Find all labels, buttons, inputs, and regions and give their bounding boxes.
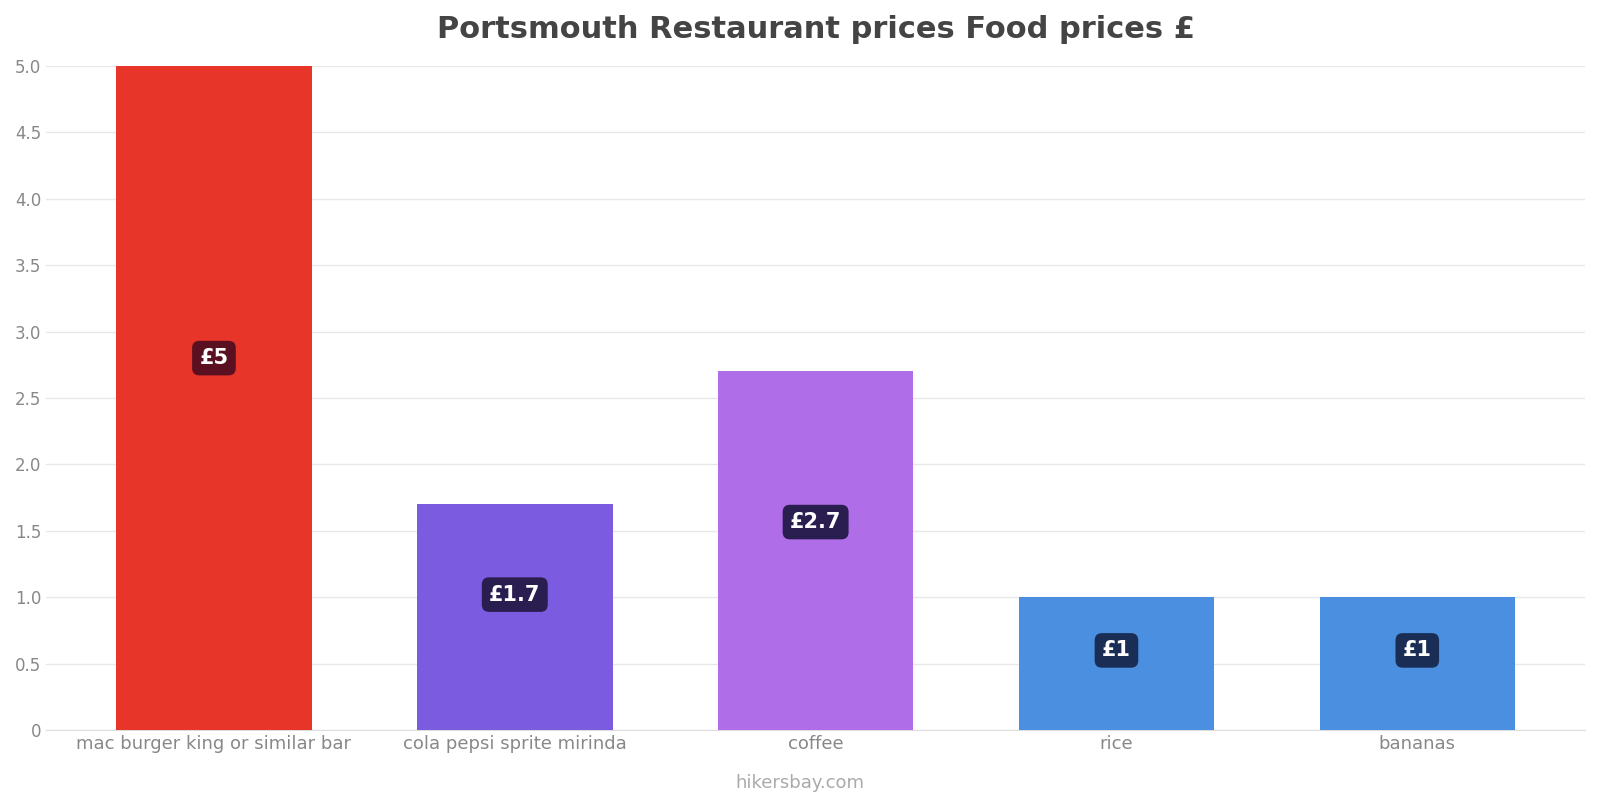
Text: £1.7: £1.7 <box>490 585 541 605</box>
Bar <box>1320 598 1515 730</box>
Text: £1: £1 <box>1102 641 1131 661</box>
Bar <box>418 504 613 730</box>
Bar <box>718 371 914 730</box>
Text: £2.7: £2.7 <box>790 512 842 532</box>
Bar <box>117 66 312 730</box>
Text: £1: £1 <box>1403 641 1432 661</box>
Text: hikersbay.com: hikersbay.com <box>736 774 864 792</box>
Text: £5: £5 <box>200 348 229 368</box>
Title: Portsmouth Restaurant prices Food prices £: Portsmouth Restaurant prices Food prices… <box>437 15 1195 44</box>
Bar <box>1019 598 1214 730</box>
